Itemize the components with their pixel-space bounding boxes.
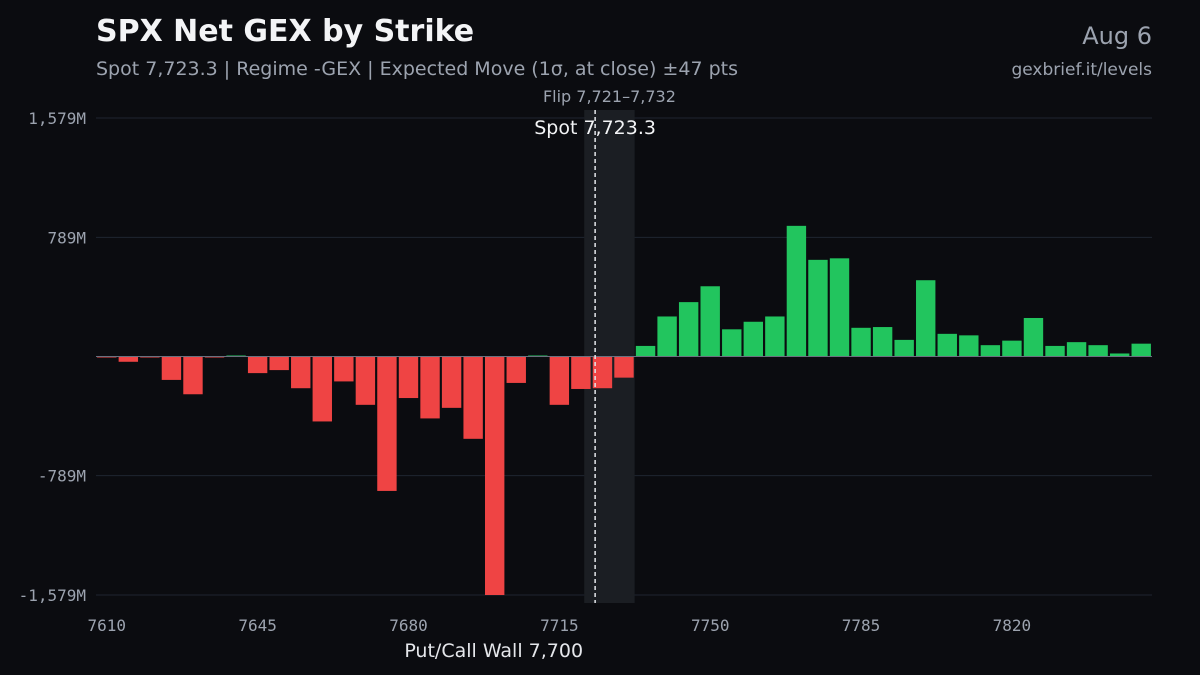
gex-bar — [1045, 345, 1065, 357]
gex-bar — [592, 356, 613, 389]
gex-bar — [1066, 342, 1087, 357]
gex-bar — [872, 327, 893, 357]
gex-bar — [484, 356, 505, 595]
gex-bar — [635, 345, 656, 357]
gex-bar — [657, 316, 677, 357]
gex-bar — [269, 356, 289, 371]
gex-bar — [571, 356, 591, 389]
gex-bar — [420, 356, 440, 419]
y-tick-label: 1,579M — [28, 109, 86, 128]
gex-bar — [894, 339, 914, 357]
y-tick-label: -1,579M — [19, 586, 86, 605]
wall-label: Put/Call Wall 7,700 — [404, 640, 583, 662]
gex-bar — [118, 356, 139, 362]
x-tick-label: 7680 — [389, 616, 428, 635]
gex-bar — [463, 356, 483, 439]
y-tick-label: 789M — [47, 228, 86, 247]
gex-bar — [959, 335, 979, 357]
bar-layer — [97, 225, 1151, 595]
gex-bar — [722, 329, 742, 357]
gex-bar — [377, 356, 397, 491]
gex-bar — [937, 333, 957, 357]
gex-bar — [161, 356, 182, 380]
gex-bar — [786, 225, 807, 357]
gex-bar — [765, 316, 785, 357]
gex-bar — [808, 259, 828, 357]
gex-bar — [1023, 317, 1044, 357]
gex-bar — [1088, 345, 1108, 357]
flip-label: Flip 7,721–7,732 — [543, 87, 676, 106]
date-label: Aug 6 — [1082, 22, 1152, 50]
gex-bar — [916, 280, 936, 357]
x-tick-label: 7715 — [540, 616, 579, 635]
x-tick-label: 7750 — [691, 616, 730, 635]
x-tick-label: 7820 — [993, 616, 1032, 635]
gex-bar — [851, 327, 871, 357]
gex-bar — [506, 356, 526, 383]
gex-bar — [312, 356, 332, 422]
chart-title: SPX Net GEX by Strike — [96, 14, 475, 49]
gex-bar — [614, 356, 634, 378]
chart-subtitle: Spot 7,723.3 | Regime -GEX | Expected Mo… — [96, 58, 738, 80]
gex-bar — [334, 356, 354, 382]
source-link[interactable]: gexbrief.it/levels — [1011, 60, 1152, 80]
gex-bar — [1131, 343, 1151, 357]
gex-bar — [441, 356, 462, 408]
gex-bar — [829, 258, 850, 357]
gex-bar — [1002, 340, 1022, 357]
spot-label: Spot 7,723.3 — [534, 117, 656, 139]
y-tick-label: -789M — [38, 467, 86, 486]
gex-bar — [247, 356, 268, 374]
gex-bar — [980, 345, 1001, 357]
gex-bar — [183, 356, 203, 395]
gex-bar — [700, 286, 720, 357]
x-tick-label: 7785 — [842, 616, 881, 635]
x-tick-label: 7610 — [88, 616, 127, 635]
gex-bar — [355, 356, 376, 405]
gex-bar — [1109, 353, 1130, 357]
gex-bar — [549, 356, 570, 405]
gex-bar — [678, 302, 699, 357]
gex-bar — [398, 356, 419, 399]
x-tick-label: 7645 — [238, 616, 277, 635]
gex-bar — [743, 321, 764, 357]
gex-bar — [291, 356, 311, 389]
